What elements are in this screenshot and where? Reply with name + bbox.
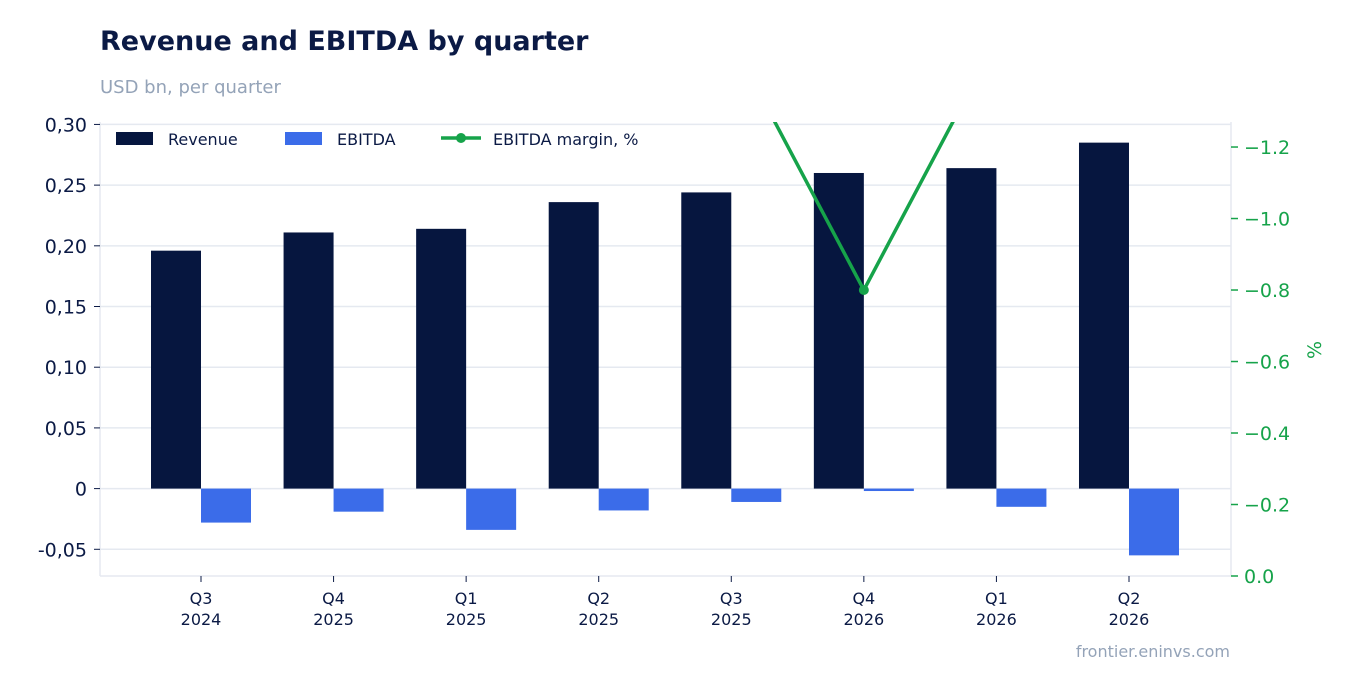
revenue-bar bbox=[681, 192, 732, 489]
ebitda-bar bbox=[996, 488, 1047, 507]
legend-swatch-margin-marker bbox=[456, 133, 466, 143]
ebitda-bar bbox=[598, 488, 649, 511]
x-tick-label-quarter: Q1 bbox=[985, 589, 1008, 608]
legend-swatch-revenue bbox=[116, 132, 153, 145]
source-credit: frontier.eninvs.com bbox=[1075, 642, 1230, 661]
x-tick-label-year: 2025 bbox=[446, 610, 487, 629]
axes: 0,30 0,25 0,20 0,15 0,10 0,05 0 -0,05 −1.2 −1.0 −0… bbox=[38, 114, 1326, 629]
x-tick-label-quarter: Q4 bbox=[322, 589, 345, 608]
right-tick-label: −0.6 bbox=[1244, 352, 1290, 374]
left-tick-label: -0,05 bbox=[38, 539, 87, 561]
x-tick-label-quarter: Q1 bbox=[455, 589, 478, 608]
right-tick-label: 0.0 bbox=[1244, 566, 1274, 588]
right-tick-label: −1.0 bbox=[1244, 209, 1290, 231]
x-tick-label-quarter: Q3 bbox=[190, 589, 213, 608]
revenue-bar bbox=[151, 250, 201, 489]
legend-label-revenue: Revenue bbox=[168, 130, 238, 149]
left-tick-label: 0,05 bbox=[45, 418, 87, 440]
legend: Revenue EBITDA EBITDA margin, % bbox=[116, 130, 638, 149]
legend-label-margin: EBITDA margin, % bbox=[493, 130, 638, 149]
x-tick-label-year: 2026 bbox=[976, 610, 1017, 629]
left-tick-label: 0 bbox=[75, 479, 87, 501]
bars bbox=[151, 142, 1179, 556]
revenue-bar bbox=[283, 232, 334, 489]
x-tick-label-year: 2024 bbox=[181, 610, 222, 629]
gridlines bbox=[100, 123, 1231, 551]
x-tick-label-quarter: Q2 bbox=[1118, 589, 1141, 608]
ebitda-bar bbox=[466, 488, 517, 530]
right-tick-label: −0.2 bbox=[1244, 495, 1290, 517]
x-tick-label-year: 2025 bbox=[313, 610, 354, 629]
left-tick-label: 0,15 bbox=[45, 297, 87, 319]
x-tick-label-quarter: Q3 bbox=[720, 589, 743, 608]
ebitda-bar bbox=[1128, 488, 1179, 556]
left-tick-label: 0,20 bbox=[45, 236, 87, 258]
legend-swatch-ebitda bbox=[285, 132, 322, 145]
revenue-bar bbox=[1078, 142, 1129, 489]
revenue-bar bbox=[548, 202, 599, 489]
x-tick-label-year: 2026 bbox=[843, 610, 884, 629]
x-tick-label-year: 2025 bbox=[578, 610, 619, 629]
right-axis-label: % bbox=[1304, 341, 1326, 359]
right-tick-label: −0.4 bbox=[1244, 423, 1290, 445]
right-tick-label: −1.2 bbox=[1244, 137, 1290, 159]
chart-subtitle: USD bn, per quarter bbox=[100, 77, 281, 98]
ebitda-bar bbox=[863, 488, 914, 492]
ebitda-margin-point bbox=[858, 285, 869, 296]
revenue-bar bbox=[416, 228, 467, 489]
revenue-bar bbox=[813, 172, 864, 489]
right-tick-label: −0.8 bbox=[1244, 280, 1290, 302]
margin-line-layer bbox=[772, 122, 955, 296]
x-tick-label-quarter: Q4 bbox=[852, 589, 875, 608]
ebitda-bar bbox=[201, 488, 251, 523]
x-tick-label-year: 2025 bbox=[711, 610, 752, 629]
left-tick-label: 0,25 bbox=[45, 175, 87, 197]
chart-title: Revenue and EBITDA by quarter bbox=[100, 26, 589, 57]
ebitda-bar bbox=[731, 488, 782, 502]
left-tick-label: 0,10 bbox=[45, 357, 87, 379]
left-tick-label: 0,30 bbox=[45, 114, 87, 136]
x-tick-label-quarter: Q2 bbox=[587, 589, 610, 608]
legend-label-ebitda: EBITDA bbox=[337, 130, 396, 149]
x-tick-label-year: 2026 bbox=[1109, 610, 1150, 629]
revenue-bar bbox=[946, 168, 997, 489]
ebitda-bar bbox=[333, 488, 384, 512]
